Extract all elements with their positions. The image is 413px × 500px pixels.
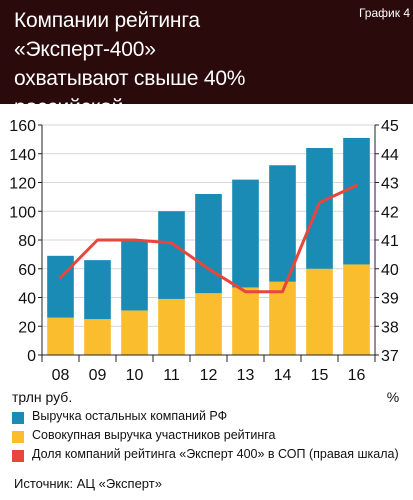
y-right-tick-label: 45 — [381, 118, 399, 135]
y-left-tick-label: 60 — [18, 262, 36, 279]
source-note: Источник: АЦ «Эксперт» — [14, 476, 162, 491]
y-left-tick-label: 140 — [9, 147, 36, 164]
y-left-tick-label: 0 — [27, 348, 36, 365]
y-right-tick-label: 41 — [381, 233, 399, 250]
y-right-tick-label: 37 — [381, 348, 399, 365]
bar-rating-revenue — [84, 319, 111, 355]
legend-label: Совокупная выручка участников рейтинга — [32, 428, 276, 442]
bar-other-revenue — [195, 194, 222, 294]
bar-rating-revenue — [195, 293, 222, 355]
bar-other-revenue — [232, 179, 259, 288]
combo-chart: 0 20 40 60 80 100 120 140 160 37 38 39 40 41 42 43 44 45 0… — [9, 118, 399, 405]
bar-rating-revenue — [47, 317, 74, 355]
bar-rating-revenue — [232, 287, 259, 355]
y-left-tick-label: 80 — [18, 233, 36, 250]
bar-rating-revenue — [158, 298, 185, 355]
y-left-tick-label: 20 — [18, 319, 36, 336]
legend-item-other-revenue: Выручка остальных компаний РФ — [12, 408, 412, 427]
title-line-1: Компании рейтинга «Эксперт-400» — [14, 9, 200, 61]
x-tick-label: 14 — [274, 367, 292, 384]
bar-other-revenue — [306, 148, 333, 269]
bar-other-revenue — [47, 255, 74, 318]
bar-rating-revenue — [343, 264, 370, 355]
x-tick-label: 11 — [163, 367, 180, 384]
x-tick-label: 12 — [200, 367, 218, 384]
legend-item-rating-revenue: Совокупная выручка участников рейтинга — [12, 427, 412, 446]
y-right-tick-label: 42 — [381, 204, 399, 221]
x-tick-label: 09 — [89, 367, 107, 384]
y-right-tick-label: 39 — [381, 291, 399, 308]
bar-other-revenue — [121, 241, 148, 311]
y-right-tick-label: 38 — [381, 319, 399, 336]
bar-other-revenue — [84, 260, 111, 320]
title-line-2: охватывают свыше 40% российской — [14, 67, 246, 119]
chart-number-label: График 4 — [358, 6, 410, 20]
legend-swatch-blue — [12, 412, 24, 424]
bar-other-revenue — [269, 165, 296, 282]
bar-rating-revenue — [121, 310, 148, 355]
y-left-tick-label: 160 — [9, 118, 36, 135]
bar-other-revenue — [343, 137, 370, 265]
legend-swatch-red — [12, 450, 24, 462]
legend: Выручка остальных компаний РФ Совокупная… — [12, 408, 412, 465]
x-tick-label: 15 — [311, 367, 329, 384]
share-line — [59, 183, 358, 294]
y-right-unit-label: % — [387, 389, 399, 405]
legend-label: Доля компаний рейтинга «Эксперт 400» в С… — [32, 447, 399, 461]
y-left-tick-label: 120 — [9, 176, 36, 193]
x-tick-label: 08 — [52, 367, 70, 384]
bar-rating-revenue — [269, 281, 296, 355]
header-banner: Компании рейтинга «Эксперт-400» охватыва… — [0, 0, 413, 148]
legend-label: Выручка остальных компаний РФ — [32, 409, 228, 423]
y-right-tick-label: 43 — [381, 176, 399, 193]
y-right-tick-label: 40 — [381, 262, 399, 279]
y-right-tick-label: 44 — [381, 147, 399, 164]
bar-rating-revenue — [306, 268, 333, 355]
x-tick-label: 16 — [348, 367, 366, 384]
y-left-tick-label: 100 — [9, 204, 36, 221]
y-left-tick-label: 40 — [18, 291, 36, 308]
x-tick-label: 13 — [237, 367, 255, 384]
legend-swatch-yellow — [12, 431, 24, 443]
title-line-3: экономики — [14, 125, 115, 148]
legend-item-share-line: Доля компаний рейтинга «Эксперт 400» в С… — [12, 446, 412, 465]
chart-title: Компании рейтинга «Эксперт-400» охватыва… — [14, 6, 344, 151]
y-left-unit-label: трлн руб. — [12, 389, 72, 405]
bar-other-revenue — [158, 211, 185, 299]
x-tick-label: 10 — [126, 367, 144, 384]
